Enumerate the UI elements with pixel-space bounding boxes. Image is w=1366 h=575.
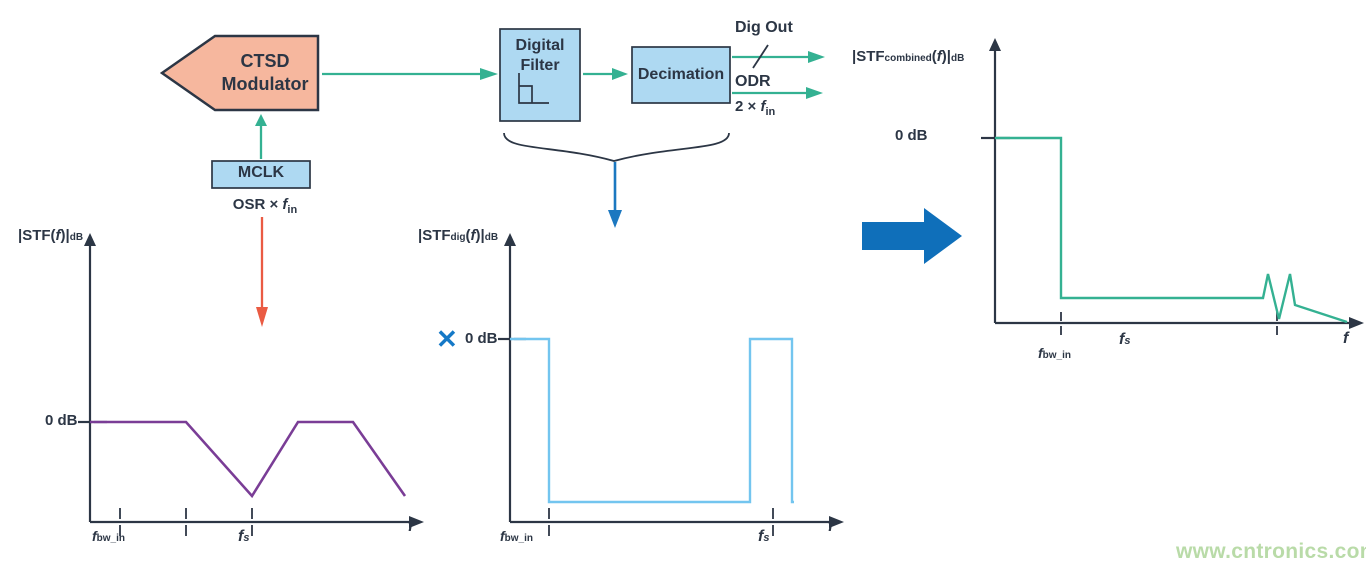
svg-text:✕: ✕ — [436, 324, 458, 354]
